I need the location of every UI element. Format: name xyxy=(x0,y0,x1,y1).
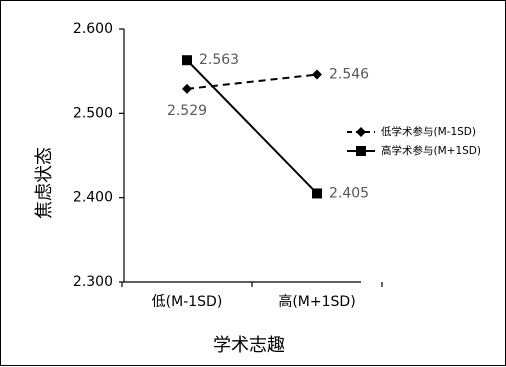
series-point xyxy=(182,55,192,66)
legend-marker xyxy=(356,127,366,137)
y-tick-label: 2.400 xyxy=(73,190,113,206)
y-tick-label: 2.300 xyxy=(73,274,113,290)
data-label: 2.563 xyxy=(199,52,239,68)
series-point xyxy=(312,188,322,199)
series-group xyxy=(182,55,322,199)
x-axis-title: 学术志趣 xyxy=(213,335,285,356)
y-axis-title: 焦虑状态 xyxy=(34,147,55,219)
legend-marker xyxy=(356,146,366,156)
x-tick-label: 高(M+1SD) xyxy=(278,293,355,310)
data-labels: 2.529 2.546 2.563 2.405 xyxy=(167,52,369,201)
data-label: 2.529 xyxy=(167,103,207,119)
legend-entry-label: 低学术参与(M-1SD) xyxy=(381,125,476,138)
axes xyxy=(123,29,361,283)
y-axis-ticks: 2.300 2.400 2.500 2.600 xyxy=(73,21,124,290)
series-line xyxy=(186,73,318,90)
series-point xyxy=(312,69,322,80)
data-label: 2.405 xyxy=(329,185,369,201)
y-tick-label: 2.600 xyxy=(73,21,113,37)
data-label: 2.546 xyxy=(329,67,369,83)
x-axis-ticks: 低(M-1SD) 高(M+1SD) xyxy=(121,282,383,310)
y-tick-label: 2.500 xyxy=(73,105,113,121)
legend-entry-label: 高学术参与(M+1SD) xyxy=(381,144,481,157)
series-point xyxy=(182,83,192,94)
x-tick-label: 低(M-1SD) xyxy=(152,294,223,310)
series-line xyxy=(186,59,318,195)
legend: 低学术参与(M-1SD) 高学术参与(M+1SD) xyxy=(347,125,481,157)
